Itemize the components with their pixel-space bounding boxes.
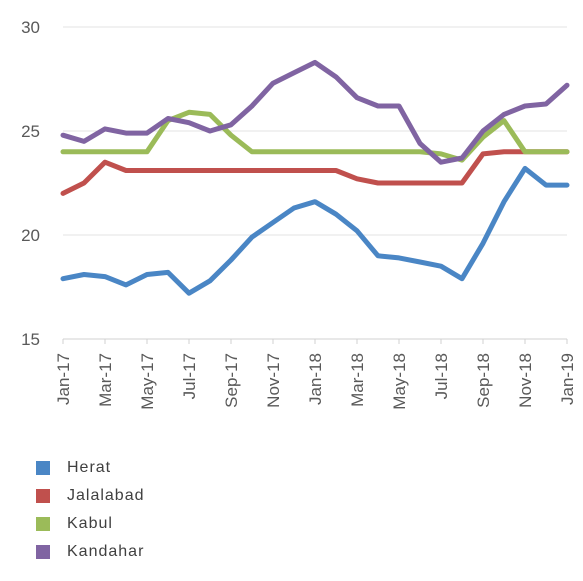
x-tick-label: Jan-18 [306, 353, 325, 405]
x-tick-label: Jul-17 [180, 353, 199, 399]
y-tick-label: 30 [21, 18, 40, 37]
series-line-herat [60, 165, 570, 296]
x-tick-label: May-18 [390, 353, 409, 410]
legend: Herat Jalalabad Kabul Kandahar [36, 455, 145, 567]
x-tick-label: May-17 [138, 353, 157, 410]
y-tick-label: 20 [21, 226, 40, 245]
legend-swatch [36, 460, 50, 475]
legend-item-kabul: Kabul [36, 511, 145, 536]
series-lines [60, 59, 570, 296]
legend-swatch [36, 544, 50, 559]
legend-item-jalalabad: Jalalabad [36, 483, 145, 508]
series-line-kabul [60, 109, 570, 163]
legend-item-kandahar: Kandahar [36, 539, 145, 564]
legend-label: Herat [67, 458, 112, 476]
legend-swatch [36, 516, 50, 531]
x-tick-label: Jan-17 [54, 353, 73, 405]
x-tick-label: Jan-19 [558, 353, 577, 405]
legend-label: Kabul [67, 514, 113, 532]
x-tick-label: Nov-18 [516, 353, 535, 408]
x-tick-label: Sep-18 [474, 353, 493, 408]
x-tick-label: Mar-17 [96, 353, 115, 407]
x-axis-tick-labels: Jan-17 Mar-17 May-17 Jul-17 Sep-17 Nov-17 Jan-… [54, 339, 577, 410]
x-tick-label: Mar-18 [348, 353, 367, 407]
y-axis-tick-labels: 15 20 25 30 [21, 18, 40, 349]
legend-label: Kandahar [67, 542, 145, 560]
x-tick-label: Nov-17 [264, 353, 283, 408]
series-line-jalalabad [60, 149, 570, 196]
y-tick-label: 15 [21, 330, 40, 349]
legend-label: Jalalabad [67, 486, 145, 504]
legend-swatch [36, 488, 50, 503]
x-tick-label: Sep-17 [222, 353, 241, 408]
y-tick-label: 25 [21, 122, 40, 141]
line-chart: 15 20 25 30 Jan-17 Mar-17 May-17 Jul-17 Sep-17 N… [21, 18, 577, 410]
legend-item-herat: Herat [36, 455, 145, 480]
x-tick-label: Jul-18 [432, 353, 451, 399]
series-line-kandahar [60, 59, 570, 165]
